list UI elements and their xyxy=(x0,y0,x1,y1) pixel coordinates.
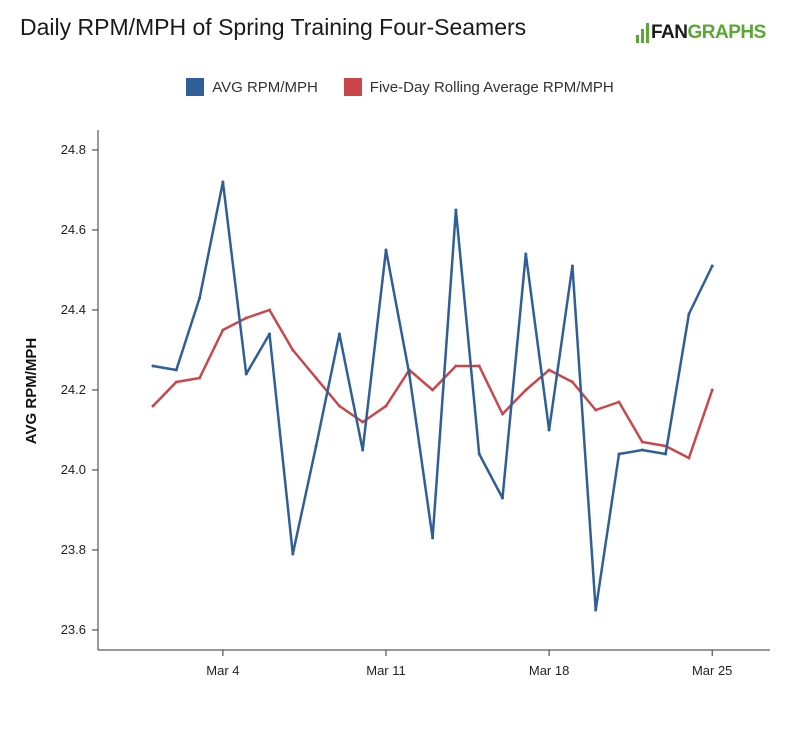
data-point-rolling xyxy=(314,376,318,380)
data-point-rolling xyxy=(687,456,691,460)
data-point-avg xyxy=(431,536,435,540)
data-point-rolling xyxy=(361,420,365,424)
data-point-avg xyxy=(687,312,691,316)
data-point-avg xyxy=(244,372,248,376)
legend-swatch-avg xyxy=(186,78,205,96)
fangraphs-logo: FANGRAPHS xyxy=(636,20,766,46)
data-point-avg xyxy=(594,608,598,612)
data-point-rolling xyxy=(524,388,528,392)
y-tick-label: 24.8 xyxy=(61,142,86,157)
data-point-avg xyxy=(407,372,411,376)
data-point-rolling xyxy=(640,440,644,444)
data-point-avg xyxy=(454,208,458,212)
series-line-rolling xyxy=(151,308,714,460)
chart-title: Daily RPM/MPH of Spring Training Four-Se… xyxy=(20,14,527,40)
y-axis-title: AVG RPM/MPH xyxy=(23,338,40,444)
x-tick-label: Mar 25 xyxy=(692,663,732,678)
data-point-avg xyxy=(524,252,528,256)
data-point-rolling xyxy=(174,380,178,384)
chart-legend: AVG RPM/MPH Five-Day Rolling Average RPM… xyxy=(0,78,800,96)
data-point-avg xyxy=(291,552,295,556)
data-point-rolling xyxy=(617,400,621,404)
data-point-rolling xyxy=(570,380,574,384)
data-point-rolling xyxy=(594,408,598,412)
data-point-avg xyxy=(337,332,341,336)
data-point-avg xyxy=(547,428,551,432)
series-line-avg xyxy=(151,180,714,612)
logo-text-fan: FAN xyxy=(651,22,688,43)
data-point-rolling xyxy=(268,308,271,312)
data-point-avg xyxy=(174,368,178,372)
chart-axes: 23.6 23.8 24.0 24.2 24.4 24.6 24.8 Mar 4 Mar 11 M… xyxy=(61,130,770,678)
data-point-avg xyxy=(710,264,714,268)
logo-text: FANGRAPHS xyxy=(651,22,766,44)
data-point-avg xyxy=(384,248,388,252)
y-tick-label: 23.6 xyxy=(61,622,86,637)
data-point-avg xyxy=(198,296,202,300)
data-point-avg xyxy=(617,452,621,456)
data-point-avg xyxy=(314,444,318,448)
x-tick-label: Mar 11 xyxy=(366,663,406,678)
data-point-avg xyxy=(268,332,271,336)
data-point-avg xyxy=(151,364,155,368)
data-point-avg xyxy=(221,180,225,184)
data-point-rolling xyxy=(477,364,481,368)
data-point-avg xyxy=(361,448,365,452)
y-tick-label: 24.6 xyxy=(61,222,86,237)
data-point-rolling xyxy=(151,404,155,408)
y-tick-label: 24.2 xyxy=(61,382,86,397)
data-point-rolling xyxy=(384,404,388,408)
legend-label-avg: AVG RPM/MPH xyxy=(212,78,318,96)
data-point-rolling xyxy=(337,404,341,408)
legend-item-avg[interactable]: AVG RPM/MPH xyxy=(186,78,318,96)
data-point-rolling xyxy=(454,364,458,368)
data-point-avg xyxy=(640,448,644,452)
x-tick-label: Mar 4 xyxy=(206,663,239,678)
data-point-avg xyxy=(664,452,668,456)
data-point-rolling xyxy=(431,388,435,392)
logo-text-graphs: GRAPHS xyxy=(687,22,767,43)
data-point-rolling xyxy=(244,316,248,320)
data-point-avg xyxy=(501,496,504,500)
x-tick-label: Mar 18 xyxy=(529,663,569,678)
data-point-rolling xyxy=(198,376,202,380)
data-point-rolling xyxy=(291,348,295,352)
logo-bars-icon xyxy=(636,23,649,43)
data-point-rolling xyxy=(221,328,225,332)
legend-swatch-rolling xyxy=(343,78,362,96)
data-point-rolling xyxy=(501,412,504,416)
chart-series xyxy=(151,180,714,612)
data-point-avg xyxy=(570,264,574,268)
data-point-rolling xyxy=(547,368,551,372)
y-tick-label: 23.8 xyxy=(61,542,86,557)
legend-label-rolling: Five-Day Rolling Average RPM/MPH xyxy=(369,78,614,96)
data-point-rolling xyxy=(710,388,714,392)
data-point-avg xyxy=(477,452,481,456)
legend-item-rolling[interactable]: Five-Day Rolling Average RPM/MPH xyxy=(343,78,614,96)
y-tick-label: 24.0 xyxy=(61,462,86,477)
y-tick-label: 24.4 xyxy=(61,302,86,317)
